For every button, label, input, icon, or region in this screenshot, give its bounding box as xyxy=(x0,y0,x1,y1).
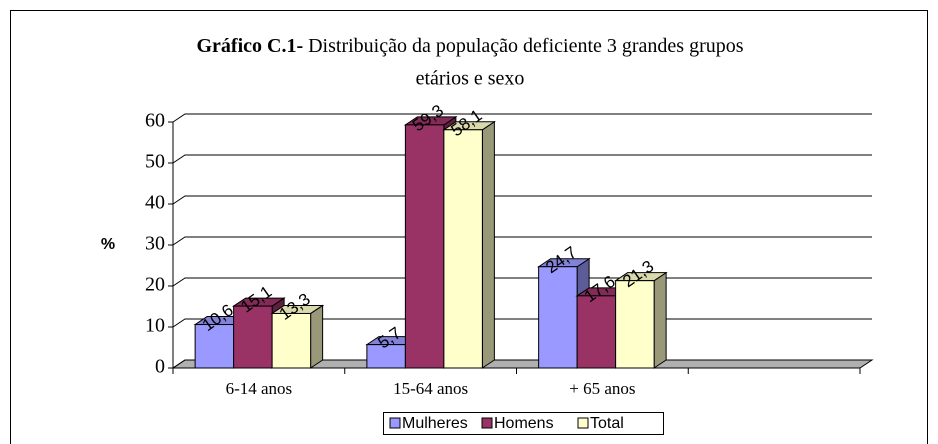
legend-label: Total xyxy=(590,415,624,432)
x-tick-label: 6-14 anos xyxy=(226,379,293,398)
y-tick-label: 40 xyxy=(145,192,165,214)
y-axis-label: % xyxy=(101,236,115,253)
chart-title: Gráfico C.1- Distribuição da população d… xyxy=(196,35,743,57)
y-tick-label: 0 xyxy=(155,356,165,378)
bar xyxy=(538,266,578,369)
grid-line xyxy=(172,154,872,164)
grid-line xyxy=(172,113,872,123)
bar-side xyxy=(310,304,324,369)
x-tick-label: 15-64 anos xyxy=(393,379,468,398)
bar xyxy=(443,129,483,369)
title-label: Gráfico C.1- xyxy=(196,35,303,57)
legend-swatch xyxy=(577,417,589,429)
bar xyxy=(271,312,312,369)
bar xyxy=(233,305,273,369)
legend-label: Homens xyxy=(494,415,554,432)
grid-line xyxy=(172,236,872,246)
bar xyxy=(404,124,445,369)
legend-label: Mulheres xyxy=(402,415,468,432)
bar xyxy=(615,280,655,369)
x-tick-label: + 65 anos xyxy=(569,379,635,398)
y-tick-label: 30 xyxy=(145,233,165,255)
grid-line xyxy=(172,195,872,205)
chart-title-line2: etários e sexo xyxy=(416,68,525,90)
y-tick-label: 50 xyxy=(145,151,165,173)
y-tick-label: 60 xyxy=(145,110,165,132)
bar xyxy=(576,295,617,369)
legend-swatch xyxy=(389,417,401,429)
bar-side xyxy=(653,271,667,369)
legend-box xyxy=(383,412,664,435)
y-tick-label: 10 xyxy=(145,315,165,337)
bar-side xyxy=(481,120,495,369)
y-tick-label: 20 xyxy=(145,274,165,296)
legend-swatch xyxy=(481,417,493,429)
title-text: Distribuição da população deficiente 3 g… xyxy=(308,35,744,57)
